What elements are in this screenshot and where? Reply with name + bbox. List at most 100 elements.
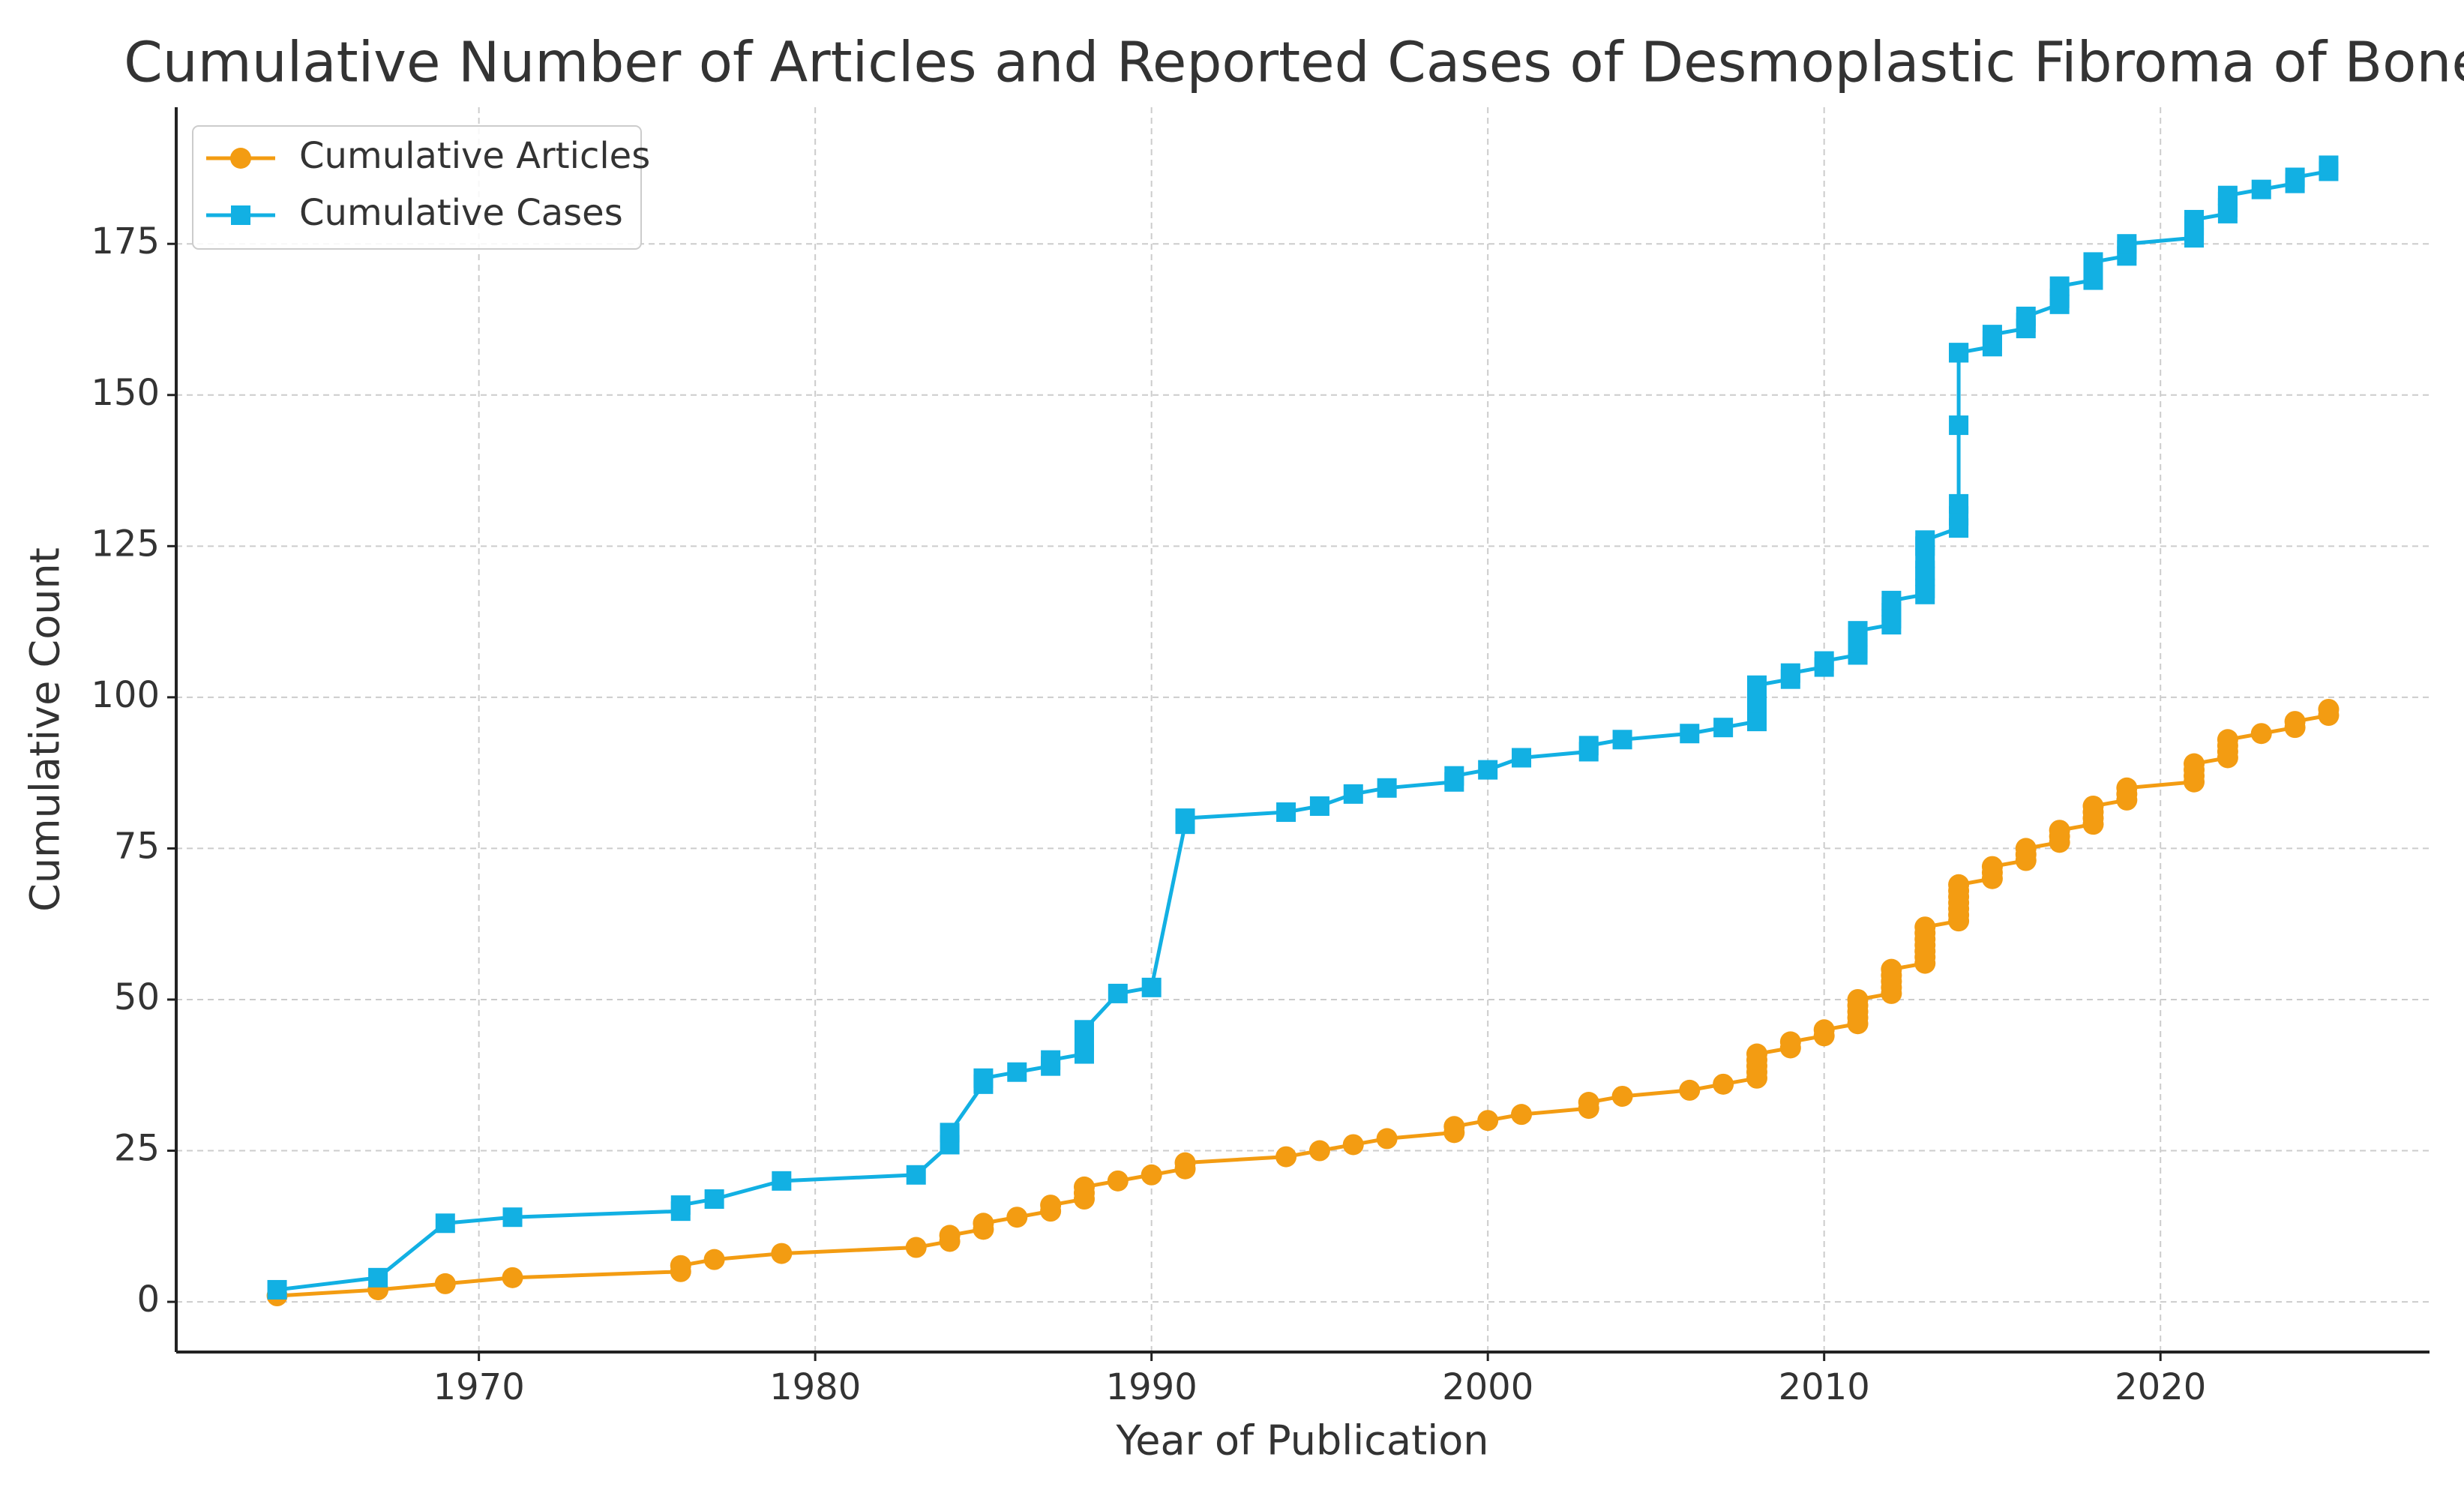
data-point xyxy=(1275,1146,1297,1168)
series-line xyxy=(277,709,2331,1298)
data-point xyxy=(1478,760,1498,780)
data-point xyxy=(1915,530,1935,550)
data-point xyxy=(1108,983,1128,1003)
data-point xyxy=(1308,1140,1330,1162)
data-point xyxy=(502,1207,523,1228)
data-point xyxy=(2251,179,2271,199)
data-point xyxy=(267,1279,287,1300)
data-point xyxy=(2284,711,2306,733)
data-point xyxy=(1174,1152,1196,1174)
data-point xyxy=(1477,1110,1499,1132)
data-point xyxy=(1814,651,1834,671)
data-point xyxy=(1040,1195,1062,1216)
data-point xyxy=(670,1255,691,1276)
data-point xyxy=(1007,1062,1027,1082)
data-point xyxy=(1949,493,1969,514)
y-tick-label: 50 xyxy=(114,976,160,1018)
legend-label: Cumulative Cases xyxy=(299,192,623,234)
data-point xyxy=(1444,766,1464,786)
data-point xyxy=(1578,1092,1599,1114)
data-point xyxy=(2082,795,2104,817)
data-point xyxy=(435,1213,455,1234)
data-point xyxy=(1914,916,1936,938)
data-point xyxy=(1881,590,1902,610)
x-tick-label: 2000 xyxy=(1442,1366,1533,1408)
x-tick-label: 2020 xyxy=(2115,1366,2206,1408)
data-point xyxy=(1780,663,1800,683)
y-tick-label: 0 xyxy=(136,1279,160,1321)
data-point xyxy=(1376,1128,1398,1150)
data-point xyxy=(1141,1164,1162,1186)
x-tick-label: 2010 xyxy=(1779,1366,1870,1408)
data-point xyxy=(2015,838,2037,859)
data-point xyxy=(1309,796,1329,816)
x-axis-label: Year of Publication xyxy=(1115,1417,1488,1465)
legend-box xyxy=(192,125,642,250)
data-point xyxy=(670,1195,691,1216)
data-point xyxy=(502,1267,523,1288)
data-point xyxy=(2217,185,2238,205)
legend-label: Cumulative Articles xyxy=(299,135,650,177)
data-point xyxy=(1982,325,2002,345)
data-point xyxy=(771,1243,793,1264)
y-axis-label: Cumulative Count xyxy=(22,547,69,912)
chart-title: Cumulative Number of Articles and Report… xyxy=(124,31,2464,95)
data-point xyxy=(1377,778,1397,798)
data-point xyxy=(1073,1176,1095,1198)
data-point xyxy=(906,1165,926,1185)
data-point xyxy=(1107,1170,1129,1192)
data-point xyxy=(1680,724,1700,744)
data-point xyxy=(1746,675,1767,695)
x-tick-label: 1980 xyxy=(769,1366,861,1408)
data-point xyxy=(1779,1031,1801,1053)
x-tick-label: 1990 xyxy=(1106,1366,1198,1408)
data-point xyxy=(2049,820,2070,841)
data-point xyxy=(2319,155,2339,175)
legend-marker xyxy=(231,205,250,225)
data-point xyxy=(1343,784,1363,804)
data-point xyxy=(434,1273,456,1294)
data-point xyxy=(1612,730,1632,750)
data-point xyxy=(973,1068,994,1088)
data-point xyxy=(2250,723,2272,745)
data-point xyxy=(1276,802,1296,823)
data-point xyxy=(1074,1020,1094,1040)
data-point xyxy=(1746,1043,1767,1065)
data-point xyxy=(1848,621,1868,641)
data-point xyxy=(772,1171,792,1191)
data-point xyxy=(703,1249,725,1270)
data-point xyxy=(1175,808,1195,829)
legend-marker xyxy=(230,148,251,169)
data-point xyxy=(1813,1019,1835,1041)
data-point xyxy=(973,1213,994,1234)
data-point xyxy=(2184,753,2205,775)
data-point xyxy=(1443,1116,1465,1138)
y-tick-label: 100 xyxy=(91,674,160,716)
y-tick-label: 25 xyxy=(114,1128,160,1170)
data-point xyxy=(2285,167,2305,187)
data-point xyxy=(1512,748,1532,768)
data-point xyxy=(1713,718,1734,738)
data-point xyxy=(2117,234,2137,254)
data-point xyxy=(2217,729,2238,751)
data-point xyxy=(1041,1050,1061,1070)
data-point xyxy=(2184,209,2205,229)
data-point xyxy=(1578,736,1599,756)
data-point xyxy=(1981,856,2003,877)
data-point xyxy=(2318,698,2340,720)
data-point xyxy=(704,1189,724,1210)
data-point xyxy=(1342,1134,1364,1156)
y-tick-label: 175 xyxy=(91,220,160,262)
data-point xyxy=(1611,1085,1633,1107)
data-point xyxy=(2116,777,2138,799)
data-point xyxy=(2083,252,2103,272)
data-point xyxy=(1949,415,1969,436)
y-tick-label: 125 xyxy=(91,523,160,565)
data-point xyxy=(1141,977,1162,997)
data-point xyxy=(905,1237,927,1258)
data-point xyxy=(1847,988,1869,1010)
data-point xyxy=(2016,306,2036,326)
data-point xyxy=(1006,1207,1028,1228)
x-tick-label: 1970 xyxy=(433,1366,525,1408)
